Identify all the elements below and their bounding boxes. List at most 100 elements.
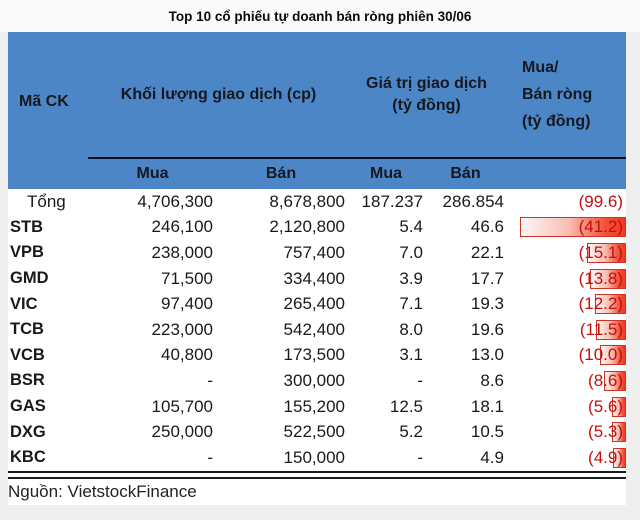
value-sell-cell: 18.1 [470,396,504,416]
value-buy-cell: 3.1 [399,345,423,365]
value-sell-cell: 19.6 [470,319,504,339]
table-row: TCB 223,000 542,400 8.0 19.6 (11.5) [8,316,626,343]
table-rows: Tổng 4,706,300 8,678,800 187.237 286.854… [8,189,626,471]
table-row: BSR - 300,000 - 8.6 (8.6) [8,368,626,394]
table-row: DXG 250,000 522,500 5.2 10.5 (5.3) [8,419,626,445]
page-title: Top 10 cổ phiếu tự doanh bán ròng phiên … [168,8,472,24]
volume-sell-cell: 2,120,800 [269,217,345,237]
value-buy-cell: 8.0 [399,319,423,339]
volume-buy-cell: 105,700 [151,396,213,416]
table-header: Mã CK Khối lượng giao dịch (cp) Giá trị … [8,32,626,189]
net-bar [587,242,626,263]
volume-sell-cell: 300,000 [283,370,345,390]
volume-sell-cell: 150,000 [283,447,345,467]
net-bar [612,396,626,417]
volume-sell-cell: 155,200 [283,396,345,416]
net-bar [520,217,626,238]
volume-buy-cell: 4,706,300 [137,191,213,211]
net-bar [604,370,626,391]
volume-sell-cell: 173,500 [283,345,345,365]
table-row: Tổng 4,706,300 8,678,800 187.237 286.854… [8,189,626,215]
net-cell: (15.1) [506,240,626,266]
volume-sell-cell: 757,400 [283,242,345,262]
net-bar [590,268,626,289]
ticker-cell: VPB [10,243,44,262]
net-value: (13.8) [578,268,623,288]
ticker-cell: BSR [10,371,45,390]
bottom-double-rule [8,470,626,479]
value-buy-cell: - [417,370,423,390]
value-buy-cell: 12.5 [389,396,423,416]
subheader-volume-buy: Mua [136,165,169,182]
volume-buy-cell: 71,500 [161,268,213,288]
value-sell-cell: 13.0 [470,345,504,365]
volume-buy-cell: 40,800 [161,345,213,365]
net-cell: (4.9) [506,445,626,471]
net-cell: (12.2) [506,291,626,317]
net-bar [596,319,626,340]
net-bar [613,447,626,468]
net-value: (5.6) [588,396,623,416]
header-sub-row: Mua Bán Mua Bán [8,159,626,189]
volume-sell-cell: 334,400 [283,268,345,288]
table-row: VPB 238,000 757,400 7.0 22.1 (15.1) [8,240,626,266]
net-cell: (10.0) [506,343,626,369]
volume-buy-cell: 250,000 [151,422,213,442]
volume-buy-cell: - [207,447,213,467]
ticker-cell: GAS [10,397,46,416]
volume-buy-cell: 238,000 [151,242,213,262]
net-cell: (13.8) [506,266,626,292]
table-row: GAS 105,700 155,200 12.5 18.1 (5.6) [8,393,626,420]
net-cell: (5.6) [506,394,626,420]
value-sell-cell: 19.3 [470,294,504,314]
table-row: KBC - 150,000 - 4.9 (4.9) [8,444,626,471]
value-sell-cell: 22.1 [470,242,504,262]
col-header-net: Mua/ Bán ròng (tỷ đồng) [522,59,593,130]
ticker-cell: VIC [10,294,38,313]
value-sell-cell: 46.6 [470,217,504,237]
value-buy-cell: - [417,447,423,467]
ticker-cell: VCB [10,345,45,364]
header-main-row: Mã CK Khối lượng giao dịch (cp) Giá trị … [8,32,626,157]
net-value: (99.6) [578,191,623,211]
subheader-value-sell: Bán [450,165,481,182]
source-note: Nguồn: VietstockFinance [8,478,626,505]
ticker-cell: TCB [10,320,44,339]
volume-sell-cell: 542,400 [283,319,345,339]
table-row: VIC 97,400 265,400 7.1 19.3 (12.2) [8,291,626,317]
subheader-value-buy: Mua [370,165,402,182]
volume-buy-cell: 97,400 [161,294,213,314]
net-cell: (11.5) [506,317,626,343]
net-value: (4.9) [588,447,623,467]
table-row: STB 246,100 2,120,800 5.4 46.6 (41.2) [8,214,626,241]
value-buy-cell: 5.2 [399,422,423,442]
value-buy-cell: 7.0 [399,242,423,262]
col-header-volume: Khối lượng giao dịch (cp) [120,85,317,103]
ticker-cell: KBC [10,448,46,467]
value-buy-cell: 5.4 [399,217,423,237]
net-sell-table: Mã CK Khối lượng giao dịch (cp) Giá trị … [8,32,626,505]
value-buy-cell: 187.237 [361,191,423,211]
net-cell: (99.6) [506,189,626,215]
ticker-cell: Tổng [27,191,66,211]
ticker-cell: DXG [10,422,46,441]
subheader-volume-sell: Bán [265,165,297,182]
value-sell-cell: 8.6 [480,370,504,390]
net-value: (11.5) [579,319,623,339]
net-value: (12.2) [578,294,623,314]
volume-buy-cell: 223,000 [151,319,213,339]
net-value: (41.2) [578,217,623,237]
value-buy-cell: 3.9 [399,268,423,288]
net-cell: (41.2) [506,215,626,241]
value-sell-cell: 10.5 [470,422,504,442]
value-sell-cell: 17.7 [470,268,504,288]
net-bar [600,345,626,366]
col-header-value: Giá trị giao dịch (tỷ đồng) [366,74,487,114]
title-band: Top 10 cổ phiếu tự doanh bán ròng phiên … [0,0,640,32]
volume-buy-cell: 246,100 [151,217,213,237]
header-divider-line [88,157,626,159]
net-value: (5.3) [588,422,623,442]
volume-sell-cell: 522,500 [283,422,345,442]
value-sell-cell: 4.9 [480,447,504,467]
value-buy-cell: 7.1 [399,294,423,314]
